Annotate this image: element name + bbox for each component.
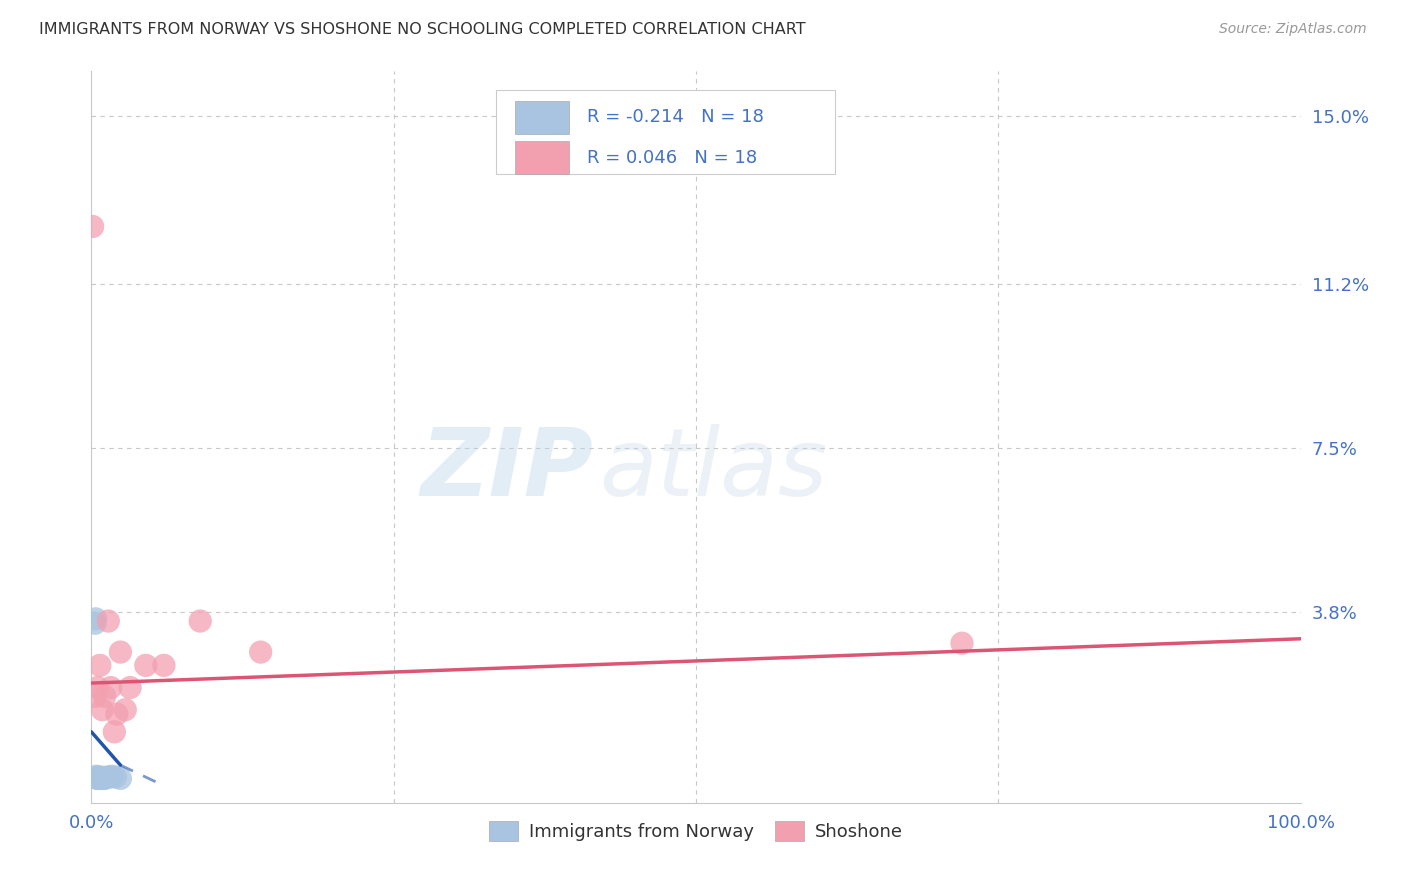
Text: IMMIGRANTS FROM NORWAY VS SHOSHONE NO SCHOOLING COMPLETED CORRELATION CHART: IMMIGRANTS FROM NORWAY VS SHOSHONE NO SC…: [39, 22, 806, 37]
Point: [103, 724, 125, 739]
Point: [114, 703, 136, 717]
Point: [93, 772, 115, 786]
FancyBboxPatch shape: [496, 90, 835, 174]
Point: [84, 769, 107, 783]
Point: [89, 772, 111, 786]
Point: [110, 772, 132, 786]
Text: R = 0.046   N = 18: R = 0.046 N = 18: [588, 149, 758, 167]
Point: [86, 681, 108, 695]
Point: [86, 772, 108, 786]
Text: ZIP: ZIP: [420, 424, 593, 516]
FancyBboxPatch shape: [515, 141, 569, 174]
Point: [91, 703, 114, 717]
Point: [93, 772, 115, 786]
Point: [249, 645, 271, 659]
Text: atlas: atlas: [599, 425, 828, 516]
Point: [91, 772, 114, 786]
Text: R = -0.214   N = 18: R = -0.214 N = 18: [588, 109, 763, 127]
Point: [93, 690, 115, 704]
Point: [110, 645, 132, 659]
Point: [89, 772, 111, 786]
FancyBboxPatch shape: [515, 101, 569, 134]
Point: [84, 690, 107, 704]
Point: [84, 616, 107, 631]
Point: [950, 636, 973, 650]
Point: [104, 770, 127, 784]
Point: [100, 681, 122, 695]
Point: [188, 614, 211, 628]
Point: [135, 658, 157, 673]
Point: [89, 658, 111, 673]
Point: [101, 769, 124, 783]
Point: [153, 658, 176, 673]
Point: [84, 612, 107, 626]
Text: Source: ZipAtlas.com: Source: ZipAtlas.com: [1219, 22, 1367, 37]
Point: [98, 770, 121, 784]
Point: [105, 707, 128, 722]
Point: [87, 770, 110, 784]
Point: [87, 772, 110, 786]
Point: [120, 681, 142, 695]
Point: [96, 770, 118, 784]
Point: [97, 614, 120, 628]
Legend: Immigrants from Norway, Shoshone: Immigrants from Norway, Shoshone: [482, 814, 910, 848]
Point: [82, 219, 104, 234]
Point: [90, 770, 112, 784]
Point: [86, 770, 108, 784]
